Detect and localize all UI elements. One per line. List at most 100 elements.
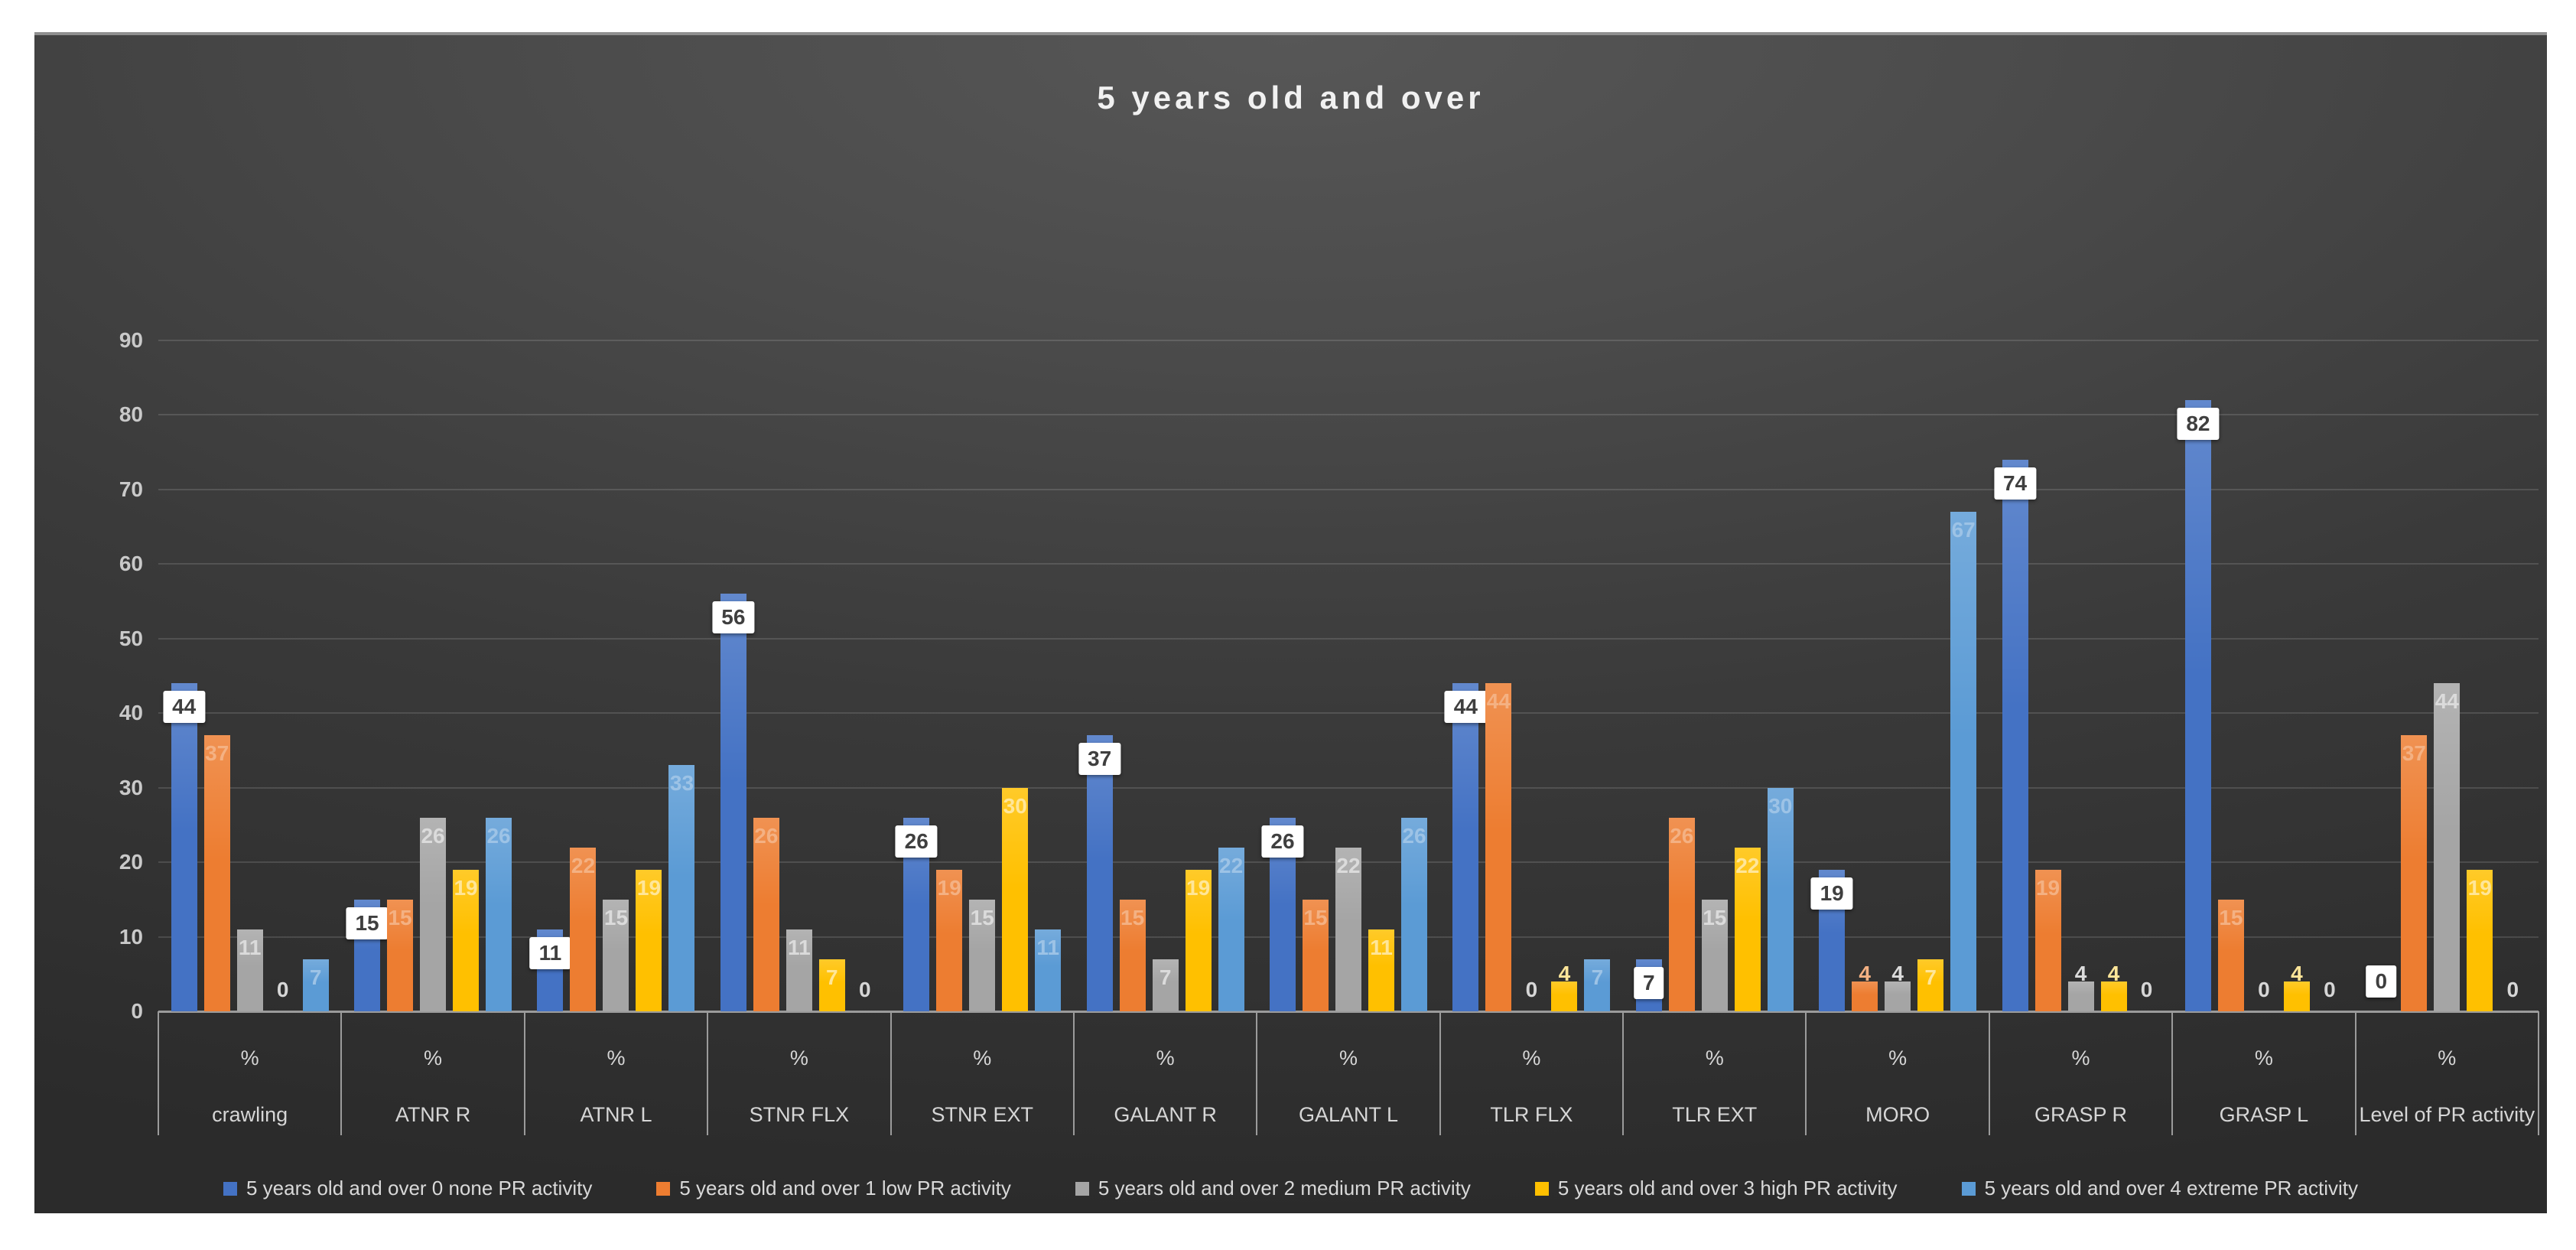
bar-label: 0 xyxy=(1525,978,1538,1001)
bar xyxy=(1767,787,1794,1011)
category-divider xyxy=(1988,1011,1990,1135)
bar-label: 7 xyxy=(1924,965,1937,989)
gridline xyxy=(158,488,2539,490)
category-divider xyxy=(2354,1011,2356,1135)
bar-label: 30 xyxy=(1768,793,1793,818)
bar-label: 22 xyxy=(1219,853,1244,877)
category-label: ATNR L xyxy=(580,1103,652,1126)
legend-marker xyxy=(1075,1181,1089,1196)
category-divider xyxy=(158,1011,159,1135)
bar xyxy=(1335,847,1361,1011)
bar xyxy=(2217,899,2244,1011)
bar xyxy=(1551,981,1578,1011)
bar xyxy=(1218,847,1244,1011)
bar-label: 11 xyxy=(788,935,811,959)
chart-panel: 5 years old and over 0 10 20 30 40 50 60 70 80 90… xyxy=(34,32,2547,1213)
bar xyxy=(1852,981,1878,1011)
legend-marker xyxy=(1961,1181,1976,1196)
bar-label: 0 xyxy=(276,978,289,1001)
category-divider xyxy=(707,1011,709,1135)
bar-label: 26 xyxy=(754,823,779,848)
bar-label: 15 xyxy=(970,905,994,929)
bar-label: 0 xyxy=(2324,978,2336,1001)
bar-label: 19 xyxy=(2035,875,2060,900)
bar xyxy=(2401,735,2428,1011)
x-axis-line xyxy=(158,1011,2539,1013)
bar-label: 7 xyxy=(1159,965,1172,989)
bar-label: 15 xyxy=(346,907,389,939)
bar-label: 15 xyxy=(1120,905,1145,929)
gridline xyxy=(158,563,2539,565)
category-unit-label: % xyxy=(424,1047,443,1069)
bar xyxy=(1584,959,1611,1011)
legend-marker xyxy=(656,1181,671,1196)
bar xyxy=(1485,683,1512,1011)
bar-label: 56 xyxy=(712,601,755,633)
bar xyxy=(1002,787,1029,1011)
category-label: GRASP R xyxy=(2034,1103,2128,1126)
bar-label: 15 xyxy=(2219,905,2243,929)
category-label: ATNR R xyxy=(395,1103,471,1126)
bar-label: 0 xyxy=(2258,978,2270,1001)
bar-label: 22 xyxy=(1735,853,1760,877)
bar xyxy=(2434,683,2461,1011)
bar xyxy=(2184,399,2211,1011)
bar-label: 44 xyxy=(1444,691,1487,723)
bar xyxy=(1452,683,1479,1011)
bar-label: 22 xyxy=(1336,853,1361,877)
gridline xyxy=(158,712,2539,714)
legend-label: 5 years old and over 3 high PR activity xyxy=(1557,1177,1898,1200)
y-tick-label: 0 xyxy=(131,999,143,1023)
bar-label: 19 xyxy=(1810,877,1853,910)
bar xyxy=(818,959,845,1011)
legend-item: 5 years old and over 1 low PR activity xyxy=(656,1177,1011,1200)
bar xyxy=(1668,817,1695,1011)
legend-label: 5 years old and over 0 none PR activity xyxy=(246,1177,593,1200)
legend-item: 5 years old and over 3 high PR activity xyxy=(1534,1177,1898,1200)
bar-label: 11 xyxy=(529,936,571,969)
bar-label: 11 xyxy=(1036,935,1060,959)
legend-item: 5 years old and over 0 none PR activity xyxy=(223,1177,592,1200)
category-unit-label: % xyxy=(607,1047,626,1069)
bar xyxy=(2100,981,2127,1011)
legend-marker xyxy=(223,1181,237,1196)
bar-label: 44 xyxy=(1486,689,1511,713)
bar-label: 7 xyxy=(826,965,838,989)
gridline xyxy=(158,637,2539,640)
bar xyxy=(1086,735,1113,1011)
bar-label: 11 xyxy=(238,935,262,959)
chart-title: 5 years old and over xyxy=(1097,80,1485,116)
y-tick-label: 50 xyxy=(119,626,143,650)
bar-label: 7 xyxy=(309,965,322,989)
bar-label: 7 xyxy=(1633,966,1664,999)
bar xyxy=(203,735,230,1011)
category-divider xyxy=(1256,1011,1258,1135)
bar-label: 19 xyxy=(2467,875,2492,900)
bar xyxy=(1119,899,1146,1011)
bar xyxy=(570,847,597,1011)
category-label: GALANT R xyxy=(1114,1103,1217,1126)
bar-label: 37 xyxy=(205,741,229,766)
legend-label: 5 years old and over 1 low PR activity xyxy=(679,1177,1011,1200)
bar-label: 0 xyxy=(2366,965,2397,998)
category-divider xyxy=(1072,1011,1075,1135)
bar xyxy=(785,929,812,1011)
bar-label: 82 xyxy=(2177,407,2220,440)
category-unit-label: % xyxy=(2438,1047,2457,1069)
bar-label: 26 xyxy=(1261,825,1304,858)
bar xyxy=(453,869,480,1011)
y-tick-label: 70 xyxy=(119,477,143,501)
legend-marker xyxy=(1534,1181,1549,1196)
y-tick-label: 10 xyxy=(119,924,143,949)
gridline xyxy=(158,339,2539,341)
bar-label: 26 xyxy=(895,825,938,858)
bar xyxy=(753,817,779,1011)
bar xyxy=(668,765,695,1011)
bar xyxy=(936,869,963,1011)
category-label: GRASP L xyxy=(2219,1103,2309,1126)
bar xyxy=(1701,899,1728,1011)
category-label: STNR FLX xyxy=(749,1103,850,1126)
legend: 5 years old and over 0 none PR activity 5… xyxy=(34,1177,2547,1200)
legend-label: 5 years old and over 4 extreme PR activi… xyxy=(1984,1177,2359,1200)
bar xyxy=(603,899,629,1011)
